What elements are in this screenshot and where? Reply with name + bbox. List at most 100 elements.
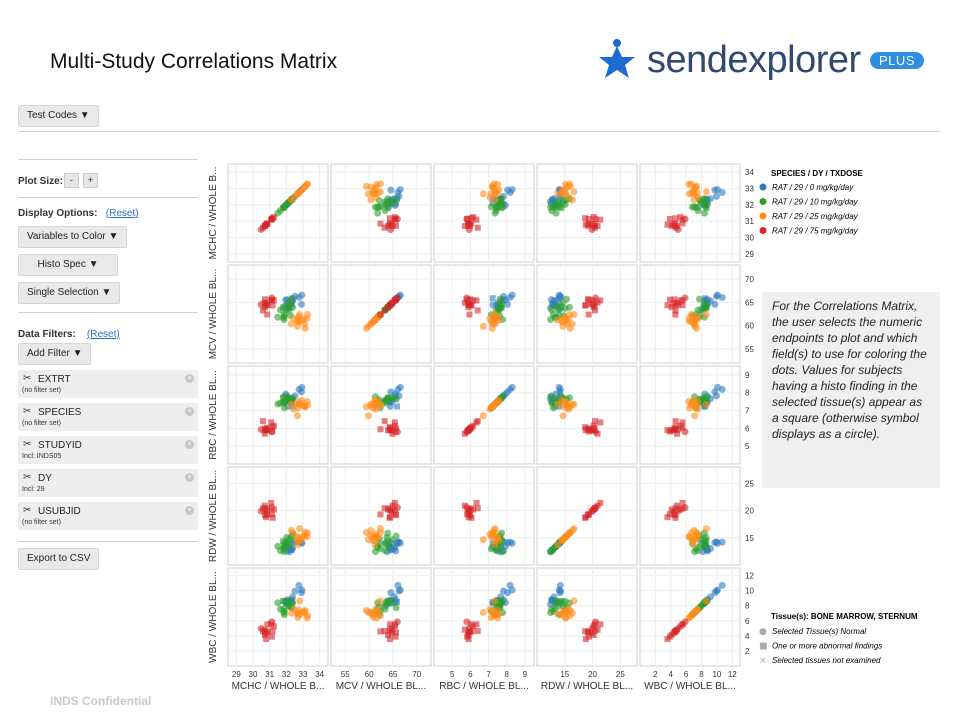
filter-extrt[interactable]: ✂ EXTRT (no filter set) × <box>18 370 198 398</box>
data-point[interactable] <box>386 215 393 222</box>
data-point[interactable] <box>693 606 701 614</box>
data-point[interactable] <box>461 299 468 306</box>
remove-filter-icon[interactable]: × <box>185 506 194 515</box>
data-point[interactable] <box>391 499 398 506</box>
remove-filter-icon[interactable]: × <box>185 374 194 383</box>
data-point[interactable] <box>296 525 304 533</box>
data-point[interactable] <box>711 186 719 194</box>
data-point[interactable] <box>392 604 400 612</box>
data-point[interactable] <box>473 216 480 223</box>
data-point[interactable] <box>297 589 305 597</box>
data-point[interactable] <box>491 536 499 544</box>
data-point[interactable] <box>280 311 288 319</box>
data-point[interactable] <box>384 631 391 638</box>
data-point[interactable] <box>585 215 592 222</box>
data-point[interactable] <box>500 587 508 595</box>
data-point[interactable] <box>384 538 391 545</box>
data-point[interactable] <box>301 182 309 190</box>
data-point[interactable] <box>700 536 708 544</box>
data-point[interactable] <box>679 302 686 309</box>
data-point[interactable] <box>488 528 496 536</box>
data-point[interactable] <box>467 296 474 303</box>
data-point[interactable] <box>377 628 384 635</box>
data-point[interactable] <box>384 195 392 203</box>
data-point[interactable] <box>280 203 288 211</box>
data-point[interactable] <box>688 188 696 196</box>
data-point[interactable] <box>263 636 270 643</box>
data-point[interactable] <box>552 302 560 310</box>
data-point[interactable] <box>671 296 678 303</box>
data-point[interactable] <box>465 630 472 637</box>
data-point[interactable] <box>396 186 404 194</box>
data-point[interactable] <box>376 597 384 605</box>
data-point[interactable] <box>584 629 591 636</box>
data-point[interactable] <box>297 300 305 308</box>
data-point[interactable] <box>301 606 309 614</box>
matrix-panel[interactable] <box>433 466 535 566</box>
data-point[interactable] <box>274 599 282 607</box>
data-point[interactable] <box>554 541 561 548</box>
data-point[interactable] <box>288 547 295 554</box>
data-point[interactable] <box>568 196 576 204</box>
data-point[interactable] <box>391 216 398 223</box>
data-point[interactable] <box>582 215 589 222</box>
data-point[interactable] <box>260 418 267 425</box>
export-csv-button[interactable]: Export to CSV <box>18 548 100 570</box>
data-point[interactable] <box>670 508 677 515</box>
data-point[interactable] <box>474 505 481 512</box>
data-point[interactable] <box>377 511 384 518</box>
data-point[interactable] <box>674 502 681 509</box>
data-point[interactable] <box>566 303 574 311</box>
data-point[interactable] <box>688 400 696 408</box>
data-point[interactable] <box>563 295 571 303</box>
data-point[interactable] <box>263 508 270 515</box>
data-point[interactable] <box>594 626 601 633</box>
data-point[interactable] <box>493 203 501 211</box>
data-point[interactable] <box>591 307 598 314</box>
data-point[interactable] <box>280 398 288 406</box>
data-point[interactable] <box>679 505 686 512</box>
data-point[interactable] <box>392 428 399 435</box>
data-point[interactable] <box>497 599 505 607</box>
data-point[interactable] <box>479 322 487 330</box>
data-point[interactable] <box>295 318 303 326</box>
data-point[interactable] <box>674 425 682 433</box>
data-point[interactable] <box>674 301 682 309</box>
data-point[interactable] <box>711 300 719 308</box>
data-point[interactable] <box>674 507 682 515</box>
data-point[interactable] <box>257 507 265 515</box>
data-point[interactable] <box>381 628 388 635</box>
data-point[interactable] <box>584 222 591 229</box>
data-point[interactable] <box>280 607 288 615</box>
data-point[interactable] <box>372 405 380 413</box>
data-point[interactable] <box>289 599 297 607</box>
data-point[interactable] <box>702 542 710 550</box>
data-point[interactable] <box>392 629 399 636</box>
data-point[interactable] <box>558 304 565 311</box>
data-point[interactable] <box>670 221 677 228</box>
data-point[interactable] <box>395 587 403 595</box>
data-point[interactable] <box>549 311 557 319</box>
data-point[interactable] <box>492 541 499 548</box>
data-point[interactable] <box>289 394 297 402</box>
data-point[interactable] <box>280 404 288 412</box>
data-point[interactable] <box>386 402 394 410</box>
remove-filter-icon[interactable]: × <box>185 440 194 449</box>
data-point[interactable] <box>585 311 592 318</box>
data-point[interactable] <box>257 226 265 234</box>
data-point[interactable] <box>594 430 601 437</box>
data-point[interactable] <box>465 507 473 515</box>
data-point[interactable] <box>392 633 399 640</box>
data-point[interactable] <box>664 221 671 228</box>
data-point[interactable] <box>261 304 268 311</box>
data-point[interactable] <box>467 621 474 628</box>
data-point[interactable] <box>479 608 487 616</box>
data-point[interactable] <box>479 412 487 420</box>
data-point[interactable] <box>558 188 566 196</box>
data-point[interactable] <box>566 182 574 190</box>
data-point[interactable] <box>491 597 499 605</box>
data-point[interactable] <box>679 424 686 431</box>
data-point[interactable] <box>597 621 604 628</box>
data-point[interactable] <box>362 182 370 190</box>
data-point[interactable] <box>666 296 673 303</box>
